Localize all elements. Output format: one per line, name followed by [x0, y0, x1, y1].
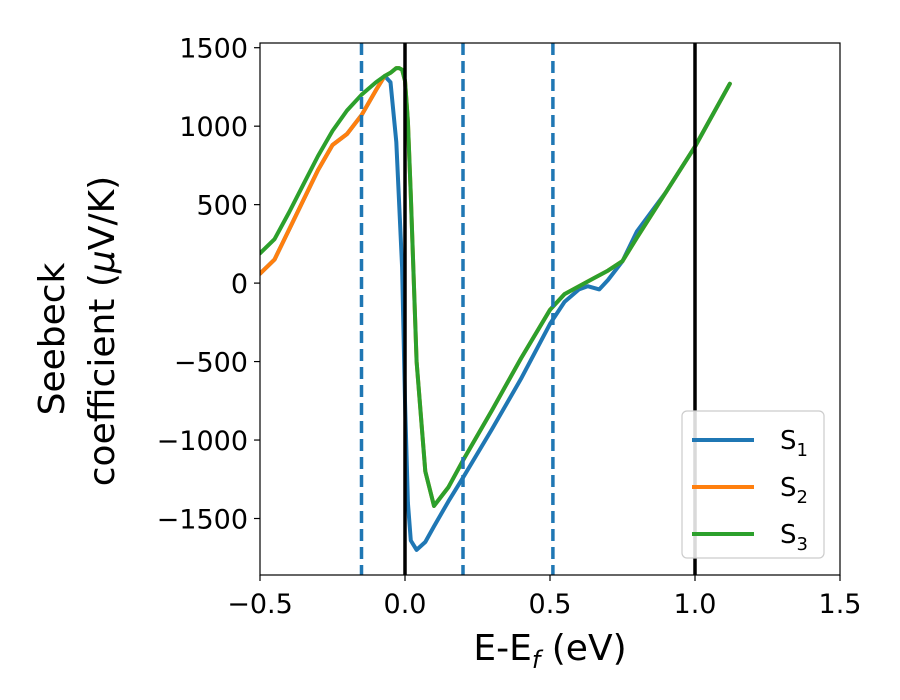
- y-tick-label: 0: [231, 269, 248, 300]
- x-tick-label: 0.5: [529, 589, 572, 620]
- x-tick-label: −0.5: [227, 589, 293, 620]
- legend-label-s3: S3: [780, 520, 808, 555]
- legend-box: [681, 410, 825, 559]
- x-tick-label: 1.0: [674, 589, 717, 620]
- series-line-s3: [260, 66, 732, 508]
- y-tick-label: 1000: [179, 112, 248, 143]
- x-tick-label: 1.5: [819, 589, 862, 620]
- x-tick-label: 0.0: [384, 589, 427, 620]
- y-tick-label: −1500: [157, 505, 248, 536]
- y-tick-label: 1500: [179, 34, 248, 65]
- legend-label-s2: S2: [780, 473, 808, 508]
- y-tick-label: 500: [196, 191, 248, 222]
- y-axis-title-line2: coefficient (μV/K): [82, 176, 123, 486]
- legend-label-s1: S1: [780, 426, 808, 461]
- y-tick-label: −1000: [157, 426, 248, 457]
- y-tick-label: −500: [174, 348, 248, 379]
- y-axis-title-line1: Seebeck: [32, 262, 73, 415]
- x-axis-title: E-Ef (eV): [473, 628, 626, 674]
- plot-area: [260, 43, 732, 575]
